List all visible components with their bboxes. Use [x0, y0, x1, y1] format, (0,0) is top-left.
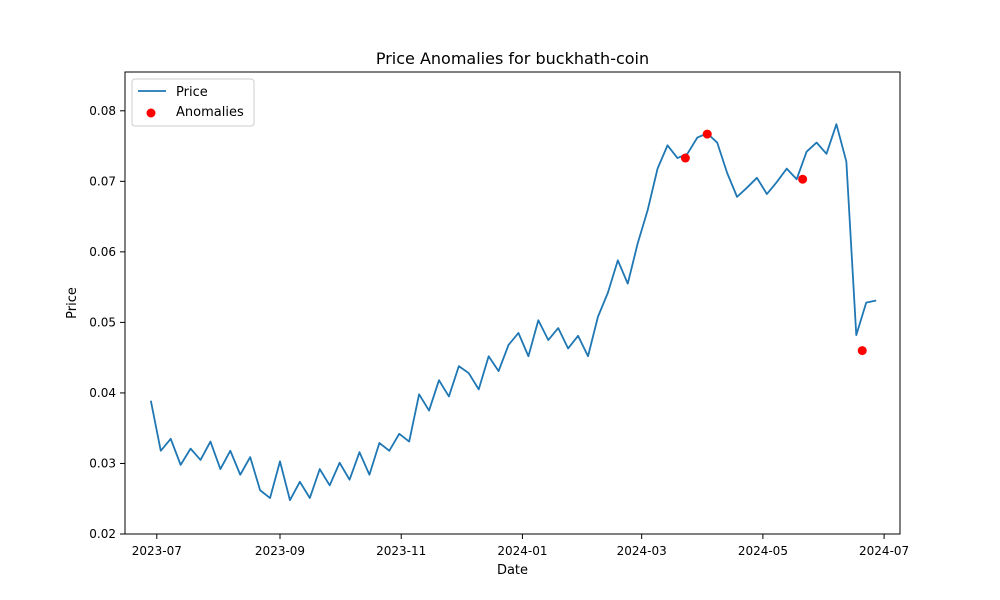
x-axis: 2023-07 2023-09 2023-11 2024-01 2024-03 2024-…	[132, 534, 909, 558]
y-tick-label: 0.04	[89, 386, 116, 400]
legend-anomalies-swatch	[146, 108, 156, 118]
y-tick-label: 0.02	[89, 527, 116, 541]
chart-title: Price Anomalies for buckhath-coin	[376, 49, 649, 68]
anomaly-point	[680, 153, 690, 163]
x-tick-label: 2024-03	[617, 544, 667, 558]
x-axis-label: Date	[497, 563, 528, 578]
legend: Price Anomalies	[131, 78, 255, 127]
y-tick-label: 0.06	[89, 245, 116, 259]
x-tick-label: 2024-07	[859, 544, 909, 558]
y-tick-label: 0.07	[89, 174, 116, 188]
y-axis: 0.02 0.03 0.04 0.05 0.06 0.07 0.08	[89, 104, 125, 541]
y-tick-label: 0.08	[89, 104, 116, 118]
price-line	[149, 123, 877, 502]
x-tick-label: 2023-11	[376, 544, 426, 558]
y-tick-label: 0.03	[89, 456, 116, 470]
x-tick-label: 2023-09	[255, 544, 305, 558]
x-tick-label: 2024-05	[738, 544, 788, 558]
y-tick-label: 0.05	[89, 315, 116, 329]
legend-price-label: Price	[176, 85, 208, 100]
plot-area	[149, 123, 877, 502]
anomaly-point	[798, 174, 808, 184]
x-tick-label: 2024-01	[497, 544, 547, 558]
anomaly-point	[702, 129, 712, 139]
plot-frame	[124, 71, 901, 535]
y-axis-label: Price	[65, 287, 80, 319]
anomaly-point	[857, 346, 867, 356]
x-tick-label: 2023-07	[132, 544, 182, 558]
legend-anomalies-label: Anomalies	[176, 105, 244, 120]
